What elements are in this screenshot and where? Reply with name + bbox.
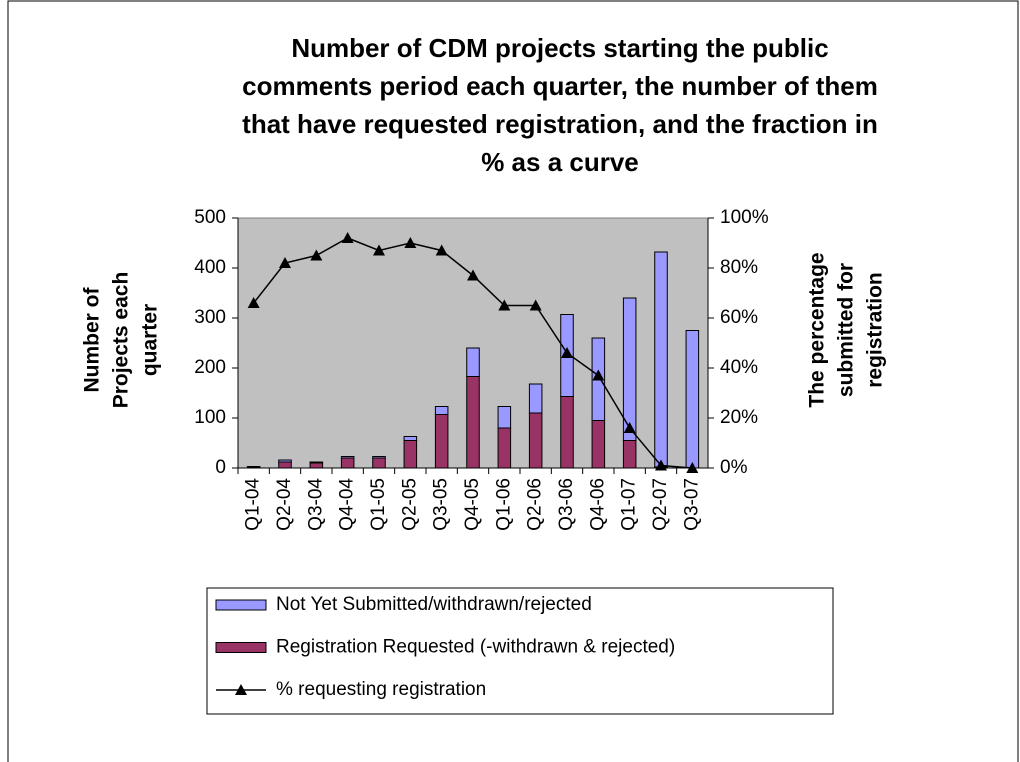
x-tick-label: Q3-04 [305,478,326,531]
bar [278,459,292,463]
bar [466,347,480,377]
x-tick-label: Q3-06 [556,478,577,531]
bar [466,376,480,469]
bar [434,406,449,415]
x-tick-label: Q3-05 [431,478,452,531]
x-tick-label: Q1-07 [619,478,640,531]
bar [654,251,668,468]
bar [434,414,449,469]
bar [622,440,637,469]
marker [529,299,542,311]
y2-axis-label: submitted for [835,263,858,397]
y2-axis-label: The percentage [806,252,829,407]
x-tick-label: Q4-06 [587,478,608,531]
y2-tick-label: 40% [720,357,758,378]
bar [403,436,418,441]
marker [310,249,323,261]
bar [591,420,606,469]
bar [528,412,543,469]
legend-swatch [215,642,267,653]
marker [373,244,385,256]
bar [309,462,324,469]
x-tick-label: Q2-07 [650,478,671,531]
y-tick-label: 300 [194,307,226,328]
y2-tick-label: 100% [720,207,769,228]
y2-tick-label: 0% [720,457,748,478]
bar [340,456,355,459]
y-tick-label: 500 [194,207,226,228]
y-tick-label: 0 [215,457,226,478]
bar [403,440,418,469]
x-tick-label: Q2-06 [525,478,546,531]
x-tick-label: Q2-05 [399,478,420,531]
y2-axis-label: registration [864,272,887,388]
bar [340,457,355,469]
marker [404,237,417,248]
chart-title: that have requested registration, and th… [242,109,878,139]
legend-label: % requesting registration [276,679,486,700]
y-axis-label: Projects each [110,272,133,409]
x-tick-label: Q2-04 [274,478,295,531]
legend [206,587,834,715]
marker [623,422,636,433]
legend-swatch [215,599,267,611]
marker [279,257,291,268]
bar [246,466,261,468]
chart-title: % as a curve [481,147,639,177]
bar [372,457,386,469]
marker [467,269,479,281]
y2-tick-label: 60% [720,307,758,328]
x-tick-label: Q4-04 [337,478,358,531]
y2-tick-label: 80% [720,257,758,278]
legend-label: Registration Requested (-withdrawn & rej… [276,637,675,658]
bar [278,461,292,469]
bar [622,297,637,441]
marker [247,297,260,308]
marker [561,347,573,358]
x-tick-label: Q1-04 [243,478,264,531]
marker [435,244,448,256]
chart-title: Number of CDM projects starting the publ… [291,33,828,63]
x-tick-label: Q1-06 [493,478,514,531]
y-axis-label: Number of [81,286,104,392]
bar [497,427,512,469]
bar [560,396,574,469]
marker [592,369,605,381]
marker [498,299,511,311]
y-tick-label: 100 [194,407,226,428]
marker [341,232,354,243]
bar [685,330,700,469]
x-tick-label: Q4-05 [462,478,483,531]
marker [686,462,699,473]
y-axis-label: quarter [139,304,162,376]
bar [372,456,386,459]
bar [497,406,512,429]
y-tick-label: 200 [194,357,226,378]
bar [528,383,543,414]
chart-title: comments period each quarter, the number… [242,71,878,101]
y-tick-label: 400 [194,257,226,278]
x-tick-label: Q3-07 [681,478,702,531]
x-tick-label: Q1-05 [368,478,389,531]
frame [7,0,1019,762]
marker [655,459,667,471]
legend-marker [235,684,247,695]
y2-tick-label: 20% [720,407,758,428]
bar [309,461,324,464]
legend-label: Not Yet Submitted/withdrawn/rejected [276,594,592,615]
